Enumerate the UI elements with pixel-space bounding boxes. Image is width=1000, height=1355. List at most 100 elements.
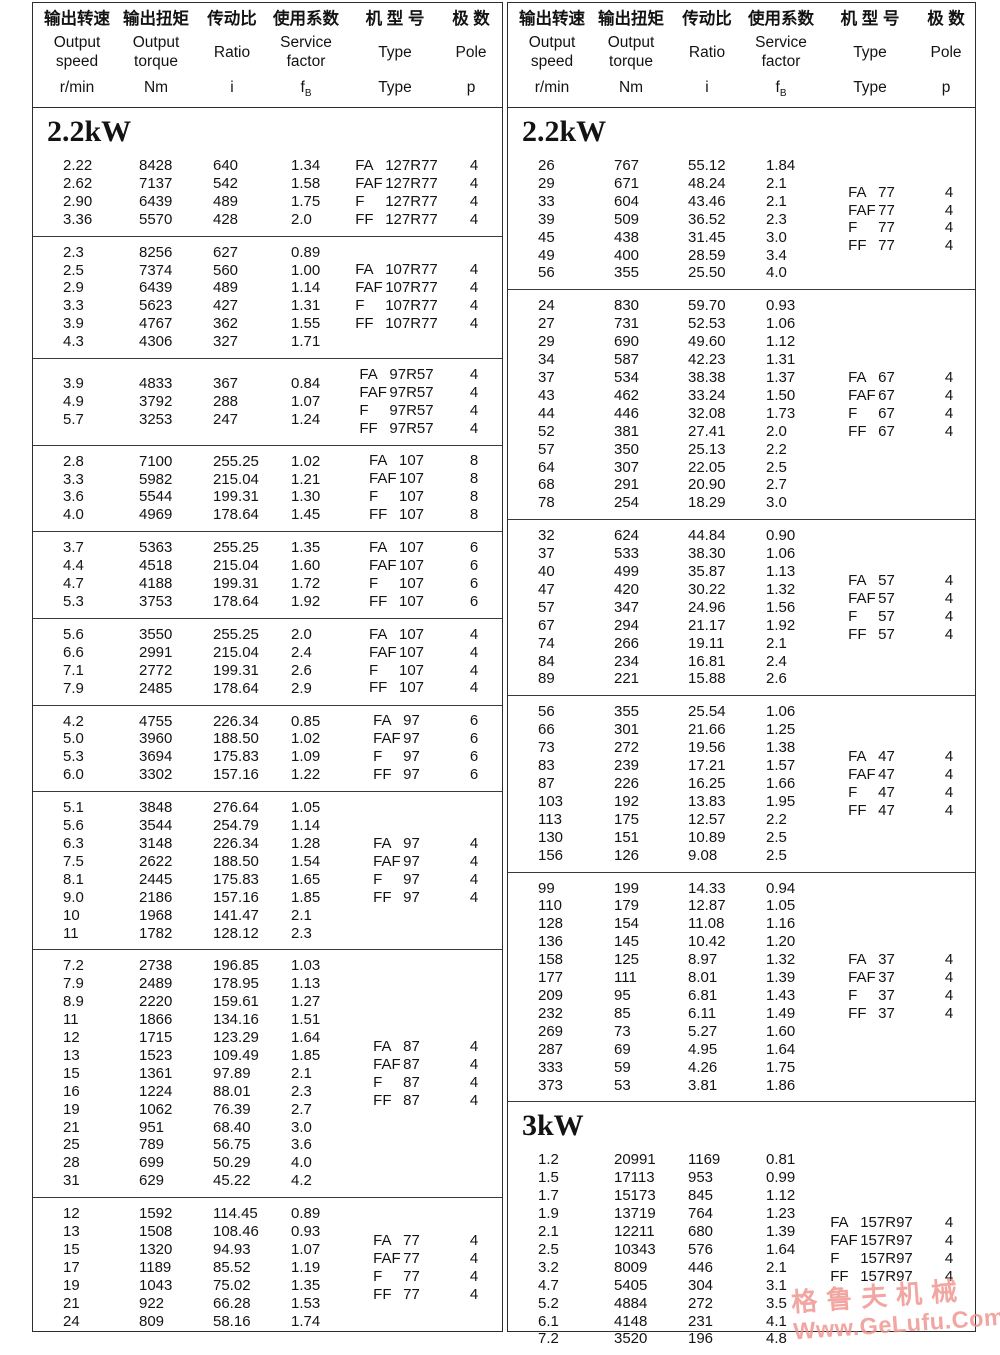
cell-value: 12211	[614, 1223, 655, 1241]
type-text: FF 47	[848, 802, 895, 820]
cell-value: 3.9	[63, 315, 84, 333]
cell-value: 1.53	[291, 1294, 321, 1312]
cell-value: 1968	[139, 906, 173, 924]
spec-group-columns: 5.6 6.6 7.1 7.9 3550 2991 2772 2485 255.25 215.04…	[33, 626, 502, 698]
cell-value: 13.83	[688, 792, 726, 810]
type-code: 107	[398, 625, 425, 643]
pole-value: 6	[469, 730, 479, 748]
type-prefix: FAF	[373, 1249, 401, 1267]
cell-value: 21.66	[688, 721, 726, 739]
column-output-speed: 2.3 2.5 2.9 3.3 3.9 4.3	[33, 244, 121, 351]
type-prefix: FA	[373, 1037, 392, 1055]
type-text: FA 77	[373, 1232, 420, 1250]
column-service-factor: 0.89 1.00 1.14 1.31 1.55 1.71	[273, 244, 339, 351]
pole-value: 4	[944, 386, 954, 404]
cell-value: 1.66	[766, 775, 796, 792]
cell-value: 3.7	[63, 539, 84, 557]
type-text: FAF 77	[848, 202, 895, 220]
cell-value: 78	[538, 494, 555, 512]
pole-value: 4	[944, 237, 954, 255]
cell-value: 12	[63, 1205, 80, 1223]
type-designation: FAF 107	[339, 471, 454, 489]
cell-value: 6439	[139, 192, 173, 210]
cell-value: 276.64	[213, 799, 259, 817]
pole-value: 4	[469, 401, 479, 419]
cell-value: 2.2	[766, 440, 787, 458]
cell-value: 1.37	[766, 368, 796, 386]
type-prefix: F	[830, 1249, 840, 1267]
cell-value: 2991	[139, 643, 173, 661]
column-output-torque: 20991 17113 15173 13719 12211 10343 8009 5405 48…	[596, 1151, 666, 1348]
type-designation: FF 127R77	[339, 211, 454, 229]
type-prefix: FA	[848, 951, 867, 969]
header-unit: Nm	[618, 79, 644, 96]
cell-value: 25	[63, 1136, 80, 1154]
type-designation: FAF 67	[814, 387, 929, 405]
type-code: 87	[403, 1037, 420, 1055]
cell-value: 2772	[139, 661, 173, 679]
type-designation: FA 97	[339, 835, 454, 853]
cell-value: 2.9	[291, 679, 312, 697]
pole-value: 4	[944, 969, 954, 987]
header-label-en: Output speed	[53, 34, 101, 70]
cell-value: 2.6	[291, 661, 312, 679]
cell-value: 221	[614, 670, 640, 688]
type-row: FAF 107 6	[339, 557, 494, 575]
pole-value: 6	[469, 748, 479, 766]
type-block: FA 37 4 FAF 37 4 F 37 4 FF 37 4	[814, 951, 969, 1023]
type-designation: F 47	[814, 784, 929, 802]
pole-value: 4	[469, 297, 479, 315]
cell-value: 73	[538, 739, 555, 757]
pole-value: 4	[469, 157, 479, 174]
cell-value: 1.25	[766, 721, 796, 739]
spec-group-columns: 1.2 1.5 1.7 1.9 2.1 2.5 3.2 4.7 5.2 6.1 7.2 20991 17…	[508, 1151, 975, 1348]
pole-value: 4	[944, 801, 954, 819]
header-unit: p	[941, 79, 951, 96]
type-text: FA 77	[848, 184, 895, 202]
cell-value: 1.13	[766, 563, 796, 581]
type-row: FAF 97 4	[339, 853, 494, 871]
pole-value: 4	[944, 571, 954, 589]
header-label-en: Type	[853, 43, 887, 61]
type-code: 107R77	[385, 297, 438, 315]
cell-value: 66.28	[213, 1294, 251, 1312]
header-label-zh: 极 数	[927, 10, 965, 28]
cell-value: 7374	[139, 261, 173, 279]
type-text: F 97R57	[359, 402, 433, 420]
cell-value: 47	[538, 580, 555, 598]
header-cell-1: 输出转速 Output speed r/min	[33, 7, 121, 100]
type-code: 87	[403, 1091, 420, 1109]
cell-value: 533	[614, 545, 640, 563]
cell-value: 58.16	[213, 1312, 251, 1330]
type-prefix: F	[368, 488, 379, 506]
cell-value: 1.13	[291, 975, 321, 993]
pole-value: 4	[944, 422, 954, 440]
header-cell-5: 机 型 号 Type Type	[814, 7, 926, 100]
cell-value: 3550	[139, 625, 173, 643]
pole-value: 4	[469, 852, 479, 870]
type-prefix: FF	[368, 593, 388, 610]
type-block: FA 107 6 FAF 107 6 F 107 6 FF 107 6	[339, 539, 494, 611]
cell-value: 10.42	[688, 933, 726, 951]
type-row: FA 127R77 4	[339, 157, 494, 175]
cell-value: 288	[213, 392, 239, 410]
cell-value: 0.93	[291, 1223, 321, 1241]
type-prefix: FA	[368, 625, 388, 643]
header-label-en: Pole	[455, 43, 487, 61]
cell-value: 178.64	[213, 506, 259, 524]
pole-value: 6	[469, 539, 479, 557]
type-code: 97	[403, 748, 420, 766]
column-ratio: 59.70 52.53 49.60 42.23 38.38 33.24 32.08 27.41…	[666, 297, 748, 512]
type-row: FA 87 4	[339, 1038, 494, 1056]
pole-value: 4	[469, 1037, 479, 1055]
cell-value: 17113	[614, 1169, 655, 1187]
type-row: F 87 4	[339, 1074, 494, 1092]
header-unit: Type	[853, 79, 887, 96]
cell-value: 53	[614, 1076, 631, 1094]
type-code: 47	[878, 748, 895, 766]
cell-value: 1.49	[766, 1004, 796, 1022]
cell-value: 38.38	[688, 368, 726, 386]
cell-value: 269	[538, 1022, 564, 1040]
pole-value: 4	[469, 210, 479, 228]
type-designation: F 107R77	[339, 297, 454, 315]
